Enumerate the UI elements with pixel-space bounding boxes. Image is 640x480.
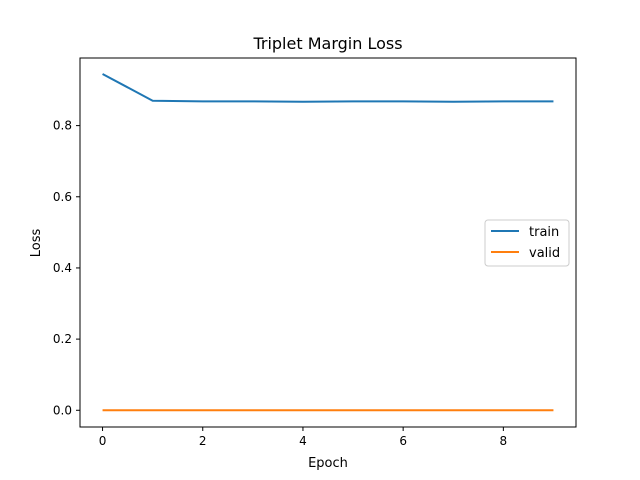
x-tick-label: 0 <box>99 434 107 448</box>
y-axis-ticks: 0.0 0.2 0.4 0.6 0.8 <box>53 119 80 417</box>
y-tick-label: 0.0 <box>53 403 72 417</box>
y-tick-label: 0.2 <box>53 332 72 346</box>
legend-label-valid: valid <box>529 246 560 261</box>
y-tick-label: 0.6 <box>53 190 72 204</box>
series-line-train <box>102 73 554 103</box>
y-tick-label: 0.8 <box>53 119 72 133</box>
plot-area-frame <box>79 57 577 428</box>
y-axis-label: Loss <box>29 229 44 258</box>
x-axis-ticks: 0 2 4 6 8 <box>99 427 507 448</box>
x-tick-label: 8 <box>500 434 508 448</box>
legend-label-train: train <box>529 225 559 240</box>
x-axis-label: Epoch <box>308 456 348 471</box>
series-layer <box>102 73 554 412</box>
y-tick-label: 0.4 <box>53 261 72 275</box>
x-tick-label: 4 <box>299 434 307 448</box>
x-tick-label: 6 <box>399 434 407 448</box>
legend: train valid <box>484 219 570 267</box>
x-tick-label: 2 <box>199 434 207 448</box>
chart-title: Triplet Margin Loss <box>252 34 402 53</box>
